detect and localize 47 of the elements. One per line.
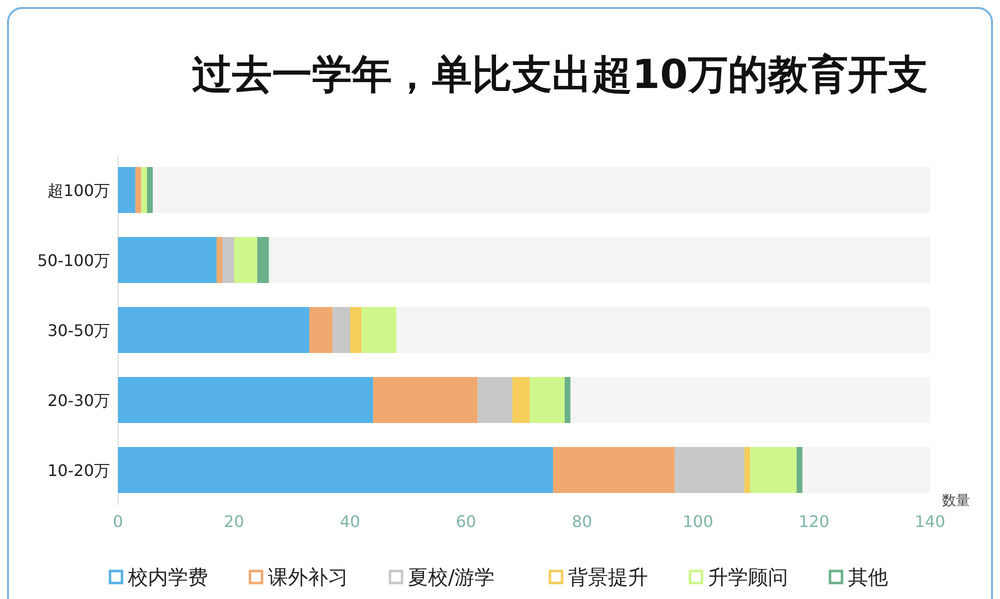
bar: [744, 447, 750, 493]
bar: [478, 377, 512, 423]
bar: [147, 167, 153, 213]
bar: [222, 237, 234, 283]
x-tick-label: 0: [112, 512, 124, 531]
bar: [118, 447, 553, 493]
legend-label: 课外补习: [268, 565, 348, 589]
bar: [141, 167, 147, 213]
bar: [350, 307, 362, 353]
bar: [362, 307, 396, 353]
y-tick-label: 10-20万: [48, 461, 110, 480]
bar: [373, 377, 478, 423]
legend-label: 背景提升: [568, 565, 648, 589]
x-tick-label: 60: [456, 512, 476, 531]
bar: [216, 237, 222, 283]
x-tick-label: 100: [682, 512, 714, 531]
bar: [309, 307, 333, 353]
bar: [118, 167, 136, 213]
x-tick-label: 120: [798, 512, 830, 531]
y-tick-label: 30-50万: [48, 321, 110, 340]
x-tick-label: 20: [224, 512, 244, 531]
bar: [118, 307, 310, 353]
bar: [674, 447, 744, 493]
bar: [512, 377, 530, 423]
bar: [564, 377, 570, 423]
bar: [257, 237, 269, 283]
bar: [118, 377, 374, 423]
bar: [553, 447, 675, 493]
legend-label: 其他: [848, 565, 888, 589]
chart-title: 过去一学年，单比支出超10万的教育开支: [192, 52, 928, 98]
bar: [135, 167, 142, 213]
x-tick-label: 140: [914, 512, 946, 531]
x-tick-label: 80: [572, 512, 592, 531]
bar: [332, 307, 350, 353]
bar: [234, 237, 258, 283]
x-axis-title: 数量: [942, 493, 970, 509]
legend-label: 校内学费: [127, 565, 208, 589]
bar: [750, 447, 797, 493]
legend-label: 夏校/游学: [408, 565, 495, 589]
bar: [530, 377, 565, 423]
legend-label: 升学顾问: [708, 565, 788, 589]
bar: [118, 237, 217, 283]
y-tick-label: 超100万: [47, 181, 110, 200]
y-tick-label: 50-100万: [37, 251, 110, 270]
y-tick-label: 20-30万: [48, 391, 110, 410]
x-tick-label: 40: [340, 512, 360, 531]
bar: [796, 447, 802, 493]
